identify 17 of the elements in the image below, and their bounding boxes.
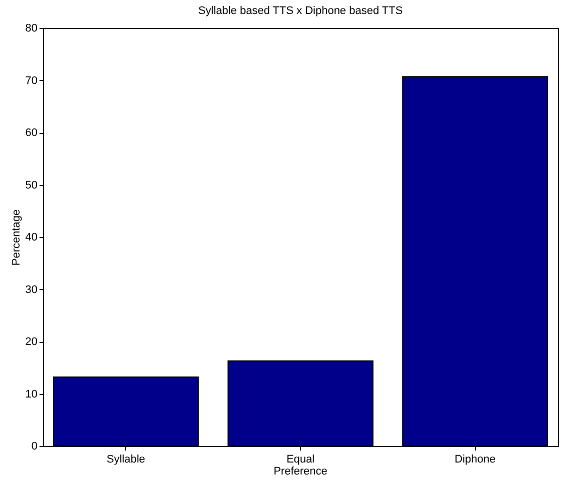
x-tick-label: Syllable: [106, 454, 146, 466]
chart-title: Syllable based TTS x Diphone based TTS: [198, 5, 403, 17]
y-tick-label: 80: [25, 22, 38, 34]
y-tick-label: 60: [25, 127, 38, 139]
y-axis-title: Percentage: [10, 209, 22, 266]
bar: [52, 376, 199, 446]
y-tick-label: 40: [25, 232, 38, 244]
y-tick-label: 20: [25, 336, 38, 348]
y-tick-label: 0: [31, 440, 38, 452]
bar: [402, 76, 548, 446]
bar: [228, 360, 374, 446]
x-tick-label: Diphone: [454, 454, 496, 466]
x-tick-label: Equal Preference: [274, 454, 328, 478]
y-tick-label: 30: [25, 284, 38, 296]
y-tick-label: 70: [25, 74, 38, 87]
y-tick-label: 50: [25, 179, 38, 192]
y-tick-label: 10: [25, 388, 38, 400]
